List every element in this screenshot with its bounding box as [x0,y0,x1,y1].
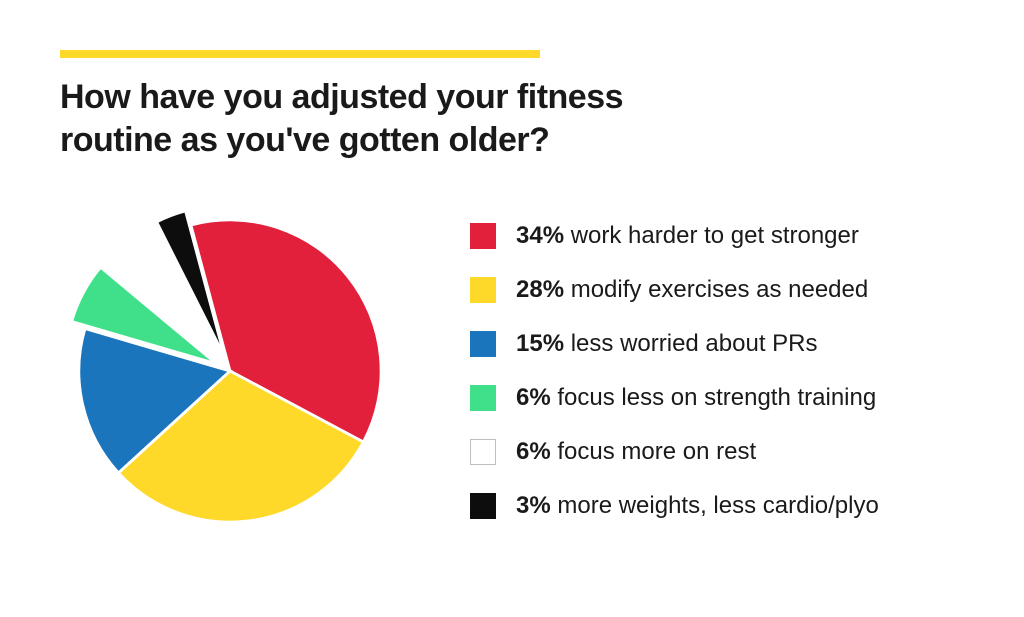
legend-percent: 3% [516,492,551,519]
legend-swatch [470,493,496,519]
legend-swatch [470,439,496,465]
legend-text: 3% more weights, less cardio/plyo [516,492,879,520]
legend-percent: 34% [516,222,564,249]
chart-title: How have you adjusted your fitness routi… [60,76,700,161]
legend-item: 6% focus more on rest [470,438,964,466]
legend-item: 28% modify exercises as needed [470,276,964,304]
legend-percent: 28% [516,276,564,303]
legend-text: 28% modify exercises as needed [516,276,868,304]
legend-item: 34% work harder to get stronger [470,222,964,250]
legend-label: focus more on rest [557,438,756,465]
chart-container: How have you adjusted your fitness routi… [0,0,1024,581]
legend-label: modify exercises as needed [571,276,869,303]
legend-percent: 6% [516,438,551,465]
legend-percent: 6% [516,384,551,411]
legend-item: 3% more weights, less cardio/plyo [470,492,964,520]
pie-svg [60,201,400,541]
legend-swatch [470,385,496,411]
pie-chart [60,201,400,541]
legend-item: 15% less worried about PRs [470,330,964,358]
legend-text: 34% work harder to get stronger [516,222,859,250]
legend-text: 6% focus more on rest [516,438,756,466]
legend: 34% work harder to get stronger 28% modif… [470,222,964,520]
legend-label: work harder to get stronger [571,222,859,249]
legend-label: more weights, less cardio/plyo [557,492,878,519]
legend-percent: 15% [516,330,564,357]
legend-swatch [470,331,496,357]
legend-text: 6% focus less on strength training [516,384,876,412]
legend-item: 6% focus less on strength training [470,384,964,412]
legend-swatch [470,277,496,303]
legend-label: focus less on strength training [557,384,876,411]
legend-text: 15% less worried about PRs [516,330,818,358]
chart-content-row: 34% work harder to get stronger 28% modif… [60,201,964,541]
accent-bar [60,50,540,58]
legend-label: less worried about PRs [571,330,818,357]
legend-swatch [470,223,496,249]
